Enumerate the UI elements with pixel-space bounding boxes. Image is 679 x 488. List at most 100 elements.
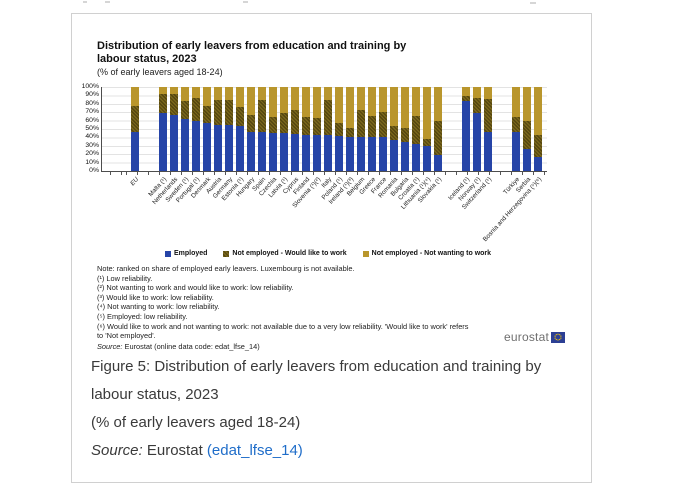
bar-segment-would-like-to-work: [291, 109, 299, 135]
legend-label: Not employed - Not wanting to work: [371, 250, 492, 257]
bar-segment-would-like-to-work: [423, 139, 431, 146]
bar-segment-would-like-to-work: [401, 128, 409, 143]
stacked-bar: [390, 87, 398, 171]
bar-segment-employed: [131, 131, 139, 171]
bar-segment-would-like-to-work: [236, 107, 244, 126]
bar-segment-employed: [159, 113, 167, 171]
bar-segment-not-wanting-to-work: [357, 87, 365, 110]
stacked-bar: [181, 87, 189, 171]
stacked-bar: [523, 87, 531, 171]
bar-segment-would-like-to-work: [302, 117, 310, 135]
bar-segment-employed: [484, 132, 492, 171]
bar-segment-not-wanting-to-work: [335, 87, 343, 124]
bar-segment-would-like-to-work: [280, 113, 288, 134]
bar-segment-would-like-to-work: [181, 101, 189, 119]
note-line: (⁴) Not wanting to work: low reliability…: [97, 302, 220, 312]
y-axis-tick-label: 70%: [85, 108, 99, 116]
bar-segment-not-wanting-to-work: [203, 87, 211, 107]
bar-segment-would-like-to-work: [379, 112, 387, 138]
bar-segment-would-like-to-work: [269, 117, 277, 134]
bar-segment-employed: [203, 123, 211, 171]
bar-segment-employed: [269, 133, 277, 171]
caption-source-label: Source:: [91, 442, 143, 459]
bar-segment-not-wanting-to-work: [512, 87, 520, 118]
bar-segment-employed: [302, 134, 310, 171]
chart-source-label: Source:: [97, 341, 123, 351]
stacked-bar: [412, 87, 420, 171]
stacked-bar: [473, 87, 481, 171]
legend-label: Employed: [173, 250, 208, 257]
bar-segment-employed: [523, 149, 531, 171]
legend-swatch: [362, 250, 369, 257]
bar-segment-not-wanting-to-work: [401, 87, 409, 129]
chart-title: Distribution of early leavers from educa…: [97, 40, 406, 66]
bar-segment-not-wanting-to-work: [236, 87, 244, 108]
bar-segment-not-wanting-to-work: [269, 87, 277, 118]
caption-source-link[interactable]: (edat_lfse_14): [206, 442, 303, 459]
bar-segment-would-like-to-work: [170, 93, 178, 115]
stacked-bar: [236, 87, 244, 171]
stacked-bar: [401, 87, 409, 171]
bar-segment-would-like-to-work: [335, 123, 343, 136]
bar-segment-would-like-to-work: [324, 99, 332, 135]
bar-segment-employed: [291, 134, 299, 171]
note-line: (³) Would like to work: low reliability.: [97, 292, 214, 302]
eu-flag-icon: [551, 331, 565, 343]
stacked-bar: [159, 87, 167, 171]
stacked-bar: [313, 87, 321, 171]
plot-area: 100% 90% 80% 70% 60% 50% 40% 30% 20% 10% 0% EU Malta…: [82, 83, 547, 243]
stacked-bar: [269, 87, 277, 171]
bar-segment-employed: [412, 144, 420, 171]
bar-segment-would-like-to-work: [313, 118, 321, 135]
bar-segment-employed: [346, 136, 354, 171]
figure-caption-source: Source: Eurostat (edat_lfse_14): [91, 441, 303, 461]
bar-segment-employed: [368, 137, 376, 171]
stacked-bar: [368, 87, 376, 171]
bar-segment-not-wanting-to-work: [181, 87, 189, 102]
bar-segment-employed: [423, 145, 431, 171]
bar-segment-not-wanting-to-work: [346, 87, 354, 129]
bar-segment-employed: [434, 155, 442, 171]
bar-segment-employed: [225, 124, 233, 171]
note-line: to 'Not employed'.: [97, 331, 156, 341]
bar-segment-not-wanting-to-work: [473, 87, 481, 98]
bar-segment-employed: [170, 114, 178, 171]
bar-segment-not-wanting-to-work: [247, 87, 255, 115]
note-line: (¹) Low reliability.: [97, 273, 153, 283]
stacked-bar: [379, 87, 387, 171]
chart-legend: Employed Not employed - Would like to wor…: [89, 250, 567, 257]
bar-segment-would-like-to-work: [159, 93, 167, 114]
bar-segment-not-wanting-to-work: [131, 87, 139, 107]
legend-label: Not employed - Would like to work: [232, 250, 347, 257]
bar-segment-would-like-to-work: [346, 128, 354, 137]
bar-segment-would-like-to-work: [214, 100, 222, 125]
bar-segment-not-wanting-to-work: [423, 87, 431, 140]
bar-segment-not-wanting-to-work: [412, 87, 420, 117]
bar-segment-employed: [335, 135, 343, 171]
bar-segment-employed: [280, 133, 288, 171]
legend-item: Employed: [164, 250, 208, 257]
caption-source-text: Eurostat: [142, 442, 207, 459]
bar-segment-employed: [473, 113, 481, 171]
bar-segment-employed: [512, 132, 520, 171]
stacked-bar: [434, 87, 442, 171]
bar-segment-employed: [236, 125, 244, 171]
chart-source-note: Source: Eurostat (online data code: edat…: [97, 342, 468, 352]
bar-segment-would-like-to-work: [523, 121, 531, 150]
bar-segment-would-like-to-work: [368, 115, 376, 138]
chart-title-line-2: labour status, 2023: [97, 53, 197, 65]
stacked-bar: [484, 87, 492, 171]
bar-segment-employed: [192, 121, 200, 171]
legend-item: Not employed - Would like to work: [223, 250, 347, 257]
bar-segment-employed: [181, 118, 189, 171]
stacked-bar: [335, 87, 343, 171]
legend-swatch: [223, 250, 230, 257]
stacked-bar: [214, 87, 222, 171]
bar-segment-not-wanting-to-work: [462, 87, 470, 97]
bar-segment-employed: [390, 139, 398, 171]
stacked-bar: [247, 87, 255, 171]
stacked-bar: [280, 87, 288, 171]
y-axis-tick-label: 10%: [85, 158, 99, 166]
y-axis-tick-label: 30%: [85, 141, 99, 149]
bar-segment-not-wanting-to-work: [280, 87, 288, 114]
